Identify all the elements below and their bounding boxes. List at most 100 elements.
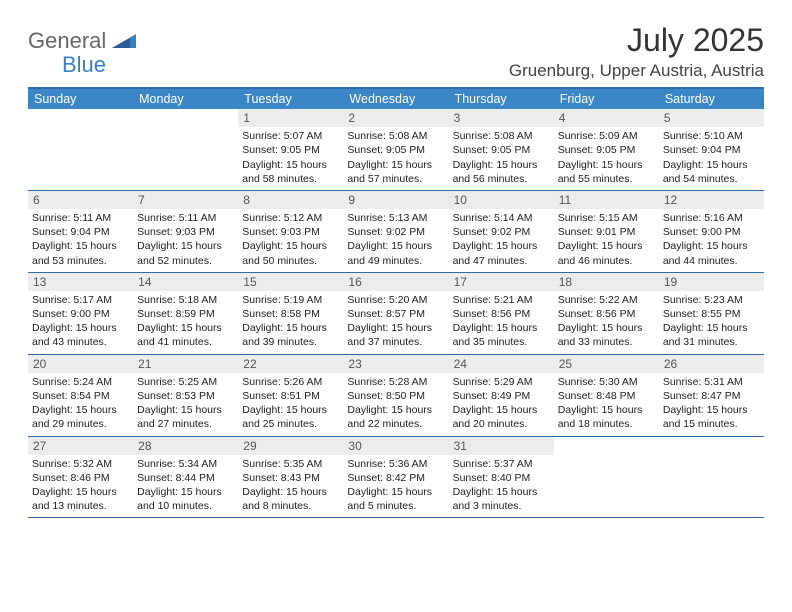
daylight-line: Daylight: 15 hours and 10 minutes. [137, 485, 234, 513]
day-number: 24 [449, 355, 554, 373]
day-cell: 11Sunrise: 5:15 AMSunset: 9:01 PMDayligh… [554, 191, 659, 272]
logo-text-blue: Blue [62, 52, 106, 77]
day-body: Sunrise: 5:13 AMSunset: 9:02 PMDaylight:… [343, 209, 448, 272]
sunset-line: Sunset: 8:51 PM [242, 389, 339, 403]
day-cell: 23Sunrise: 5:28 AMSunset: 8:50 PMDayligh… [343, 355, 448, 436]
day-body: Sunrise: 5:25 AMSunset: 8:53 PMDaylight:… [133, 373, 238, 436]
sunrise-line: Sunrise: 5:20 AM [347, 293, 444, 307]
sunset-line: Sunset: 8:59 PM [137, 307, 234, 321]
daylight-line: Daylight: 15 hours and 5 minutes. [347, 485, 444, 513]
sunrise-line: Sunrise: 5:29 AM [453, 375, 550, 389]
day-cell: 31Sunrise: 5:37 AMSunset: 8:40 PMDayligh… [449, 437, 554, 518]
day-cell: 19Sunrise: 5:23 AMSunset: 8:55 PMDayligh… [659, 273, 764, 354]
day-cell: 7Sunrise: 5:11 AMSunset: 9:03 PMDaylight… [133, 191, 238, 272]
day-cell: 2Sunrise: 5:08 AMSunset: 9:05 PMDaylight… [343, 109, 448, 190]
day-number: 2 [343, 109, 448, 127]
sunrise-line: Sunrise: 5:24 AM [32, 375, 129, 389]
weekday-header: Friday [554, 89, 659, 109]
day-number: 28 [133, 437, 238, 455]
sunrise-line: Sunrise: 5:28 AM [347, 375, 444, 389]
daylight-line: Daylight: 15 hours and 58 minutes. [242, 158, 339, 186]
day-body: Sunrise: 5:34 AMSunset: 8:44 PMDaylight:… [133, 455, 238, 518]
day-number: 12 [659, 191, 764, 209]
day-body: Sunrise: 5:16 AMSunset: 9:00 PMDaylight:… [659, 209, 764, 272]
sunset-line: Sunset: 9:04 PM [32, 225, 129, 239]
day-number: 6 [28, 191, 133, 209]
day-cell: 26Sunrise: 5:31 AMSunset: 8:47 PMDayligh… [659, 355, 764, 436]
day-cell: 13Sunrise: 5:17 AMSunset: 9:00 PMDayligh… [28, 273, 133, 354]
sunrise-line: Sunrise: 5:35 AM [242, 457, 339, 471]
sunset-line: Sunset: 9:02 PM [453, 225, 550, 239]
day-cell [28, 109, 133, 190]
day-cell: 10Sunrise: 5:14 AMSunset: 9:02 PMDayligh… [449, 191, 554, 272]
day-number: 26 [659, 355, 764, 373]
sunset-line: Sunset: 8:50 PM [347, 389, 444, 403]
day-body: Sunrise: 5:08 AMSunset: 9:05 PMDaylight:… [449, 127, 554, 190]
sunset-line: Sunset: 8:56 PM [558, 307, 655, 321]
sunset-line: Sunset: 9:05 PM [347, 143, 444, 157]
day-number: 27 [28, 437, 133, 455]
sunset-line: Sunset: 9:05 PM [558, 143, 655, 157]
weeks-container: 1Sunrise: 5:07 AMSunset: 9:05 PMDaylight… [28, 109, 764, 518]
day-cell: 29Sunrise: 5:35 AMSunset: 8:43 PMDayligh… [238, 437, 343, 518]
day-number: 4 [554, 109, 659, 127]
daylight-line: Daylight: 15 hours and 31 minutes. [663, 321, 760, 349]
daylight-line: Daylight: 15 hours and 46 minutes. [558, 239, 655, 267]
week-row: 13Sunrise: 5:17 AMSunset: 9:00 PMDayligh… [28, 273, 764, 355]
day-number: 17 [449, 273, 554, 291]
day-cell: 4Sunrise: 5:09 AMSunset: 9:05 PMDaylight… [554, 109, 659, 190]
sunset-line: Sunset: 8:58 PM [242, 307, 339, 321]
daylight-line: Daylight: 15 hours and 27 minutes. [137, 403, 234, 431]
day-body: Sunrise: 5:22 AMSunset: 8:56 PMDaylight:… [554, 291, 659, 354]
week-row: 6Sunrise: 5:11 AMSunset: 9:04 PMDaylight… [28, 191, 764, 273]
sunset-line: Sunset: 8:43 PM [242, 471, 339, 485]
sunrise-line: Sunrise: 5:21 AM [453, 293, 550, 307]
daylight-line: Daylight: 15 hours and 20 minutes. [453, 403, 550, 431]
sunrise-line: Sunrise: 5:36 AM [347, 457, 444, 471]
sunrise-line: Sunrise: 5:32 AM [32, 457, 129, 471]
sunrise-line: Sunrise: 5:16 AM [663, 211, 760, 225]
day-body: Sunrise: 5:11 AMSunset: 9:04 PMDaylight:… [28, 209, 133, 272]
daylight-line: Daylight: 15 hours and 25 minutes. [242, 403, 339, 431]
sunrise-line: Sunrise: 5:08 AM [453, 129, 550, 143]
day-cell [133, 109, 238, 190]
day-number: 10 [449, 191, 554, 209]
day-cell: 17 Sunrise: 5:21 AMSunset: 8:56 PMDayligh… [449, 273, 554, 354]
daylight-line: Daylight: 15 hours and 54 minutes. [663, 158, 760, 186]
sunrise-line: Sunrise: 5:11 AM [32, 211, 129, 225]
daylight-line: Daylight: 15 hours and 35 minutes. [453, 321, 550, 349]
sunrise-line: Sunrise: 5:23 AM [663, 293, 760, 307]
sunrise-line: Sunrise: 5:34 AM [137, 457, 234, 471]
weekday-header: Thursday [449, 89, 554, 109]
location-label: Gruenburg, Upper Austria, Austria [509, 61, 764, 81]
sunset-line: Sunset: 8:47 PM [663, 389, 760, 403]
sunset-line: Sunset: 8:56 PM [453, 307, 550, 321]
sunrise-line: Sunrise: 5:22 AM [558, 293, 655, 307]
day-body: Sunrise: 5:18 AMSunset: 8:59 PMDaylight:… [133, 291, 238, 354]
sunrise-line: Sunrise: 5:11 AM [137, 211, 234, 225]
daylight-line: Daylight: 15 hours and 56 minutes. [453, 158, 550, 186]
sunset-line: Sunset: 8:40 PM [453, 471, 550, 485]
daylight-line: Daylight: 15 hours and 29 minutes. [32, 403, 129, 431]
daylight-line: Daylight: 15 hours and 15 minutes. [663, 403, 760, 431]
day-cell: 30Sunrise: 5:36 AMSunset: 8:42 PMDayligh… [343, 437, 448, 518]
day-cell: 21Sunrise: 5:25 AMSunset: 8:53 PMDayligh… [133, 355, 238, 436]
day-cell: 6Sunrise: 5:11 AMSunset: 9:04 PMDaylight… [28, 191, 133, 272]
daylight-line: Daylight: 15 hours and 43 minutes. [32, 321, 129, 349]
day-cell: 22Sunrise: 5:26 AMSunset: 8:51 PMDayligh… [238, 355, 343, 436]
day-number: 9 [343, 191, 448, 209]
header-area: General July 2025 Gruenburg, Upper Austr… [28, 22, 764, 83]
day-number: 18 [554, 273, 659, 291]
sunset-line: Sunset: 9:00 PM [663, 225, 760, 239]
day-body: Sunrise: 5:08 AMSunset: 9:05 PMDaylight:… [343, 127, 448, 190]
sunset-line: Sunset: 9:00 PM [32, 307, 129, 321]
day-number: 11 [554, 191, 659, 209]
calendar-grid: SundayMondayTuesdayWednesdayThursdayFrid… [28, 87, 764, 518]
day-body: Sunrise: 5:28 AMSunset: 8:50 PMDaylight:… [343, 373, 448, 436]
day-body: Sunrise: 5:37 AMSunset: 8:40 PMDaylight:… [449, 455, 554, 518]
day-body: Sunrise: 5:36 AMSunset: 8:42 PMDaylight:… [343, 455, 448, 518]
day-body: Sunrise: 5:24 AMSunset: 8:54 PMDaylight:… [28, 373, 133, 436]
calendar-page: General July 2025 Gruenburg, Upper Austr… [0, 0, 792, 530]
day-cell: 9Sunrise: 5:13 AMSunset: 9:02 PMDaylight… [343, 191, 448, 272]
weekday-header: Wednesday [343, 89, 448, 109]
